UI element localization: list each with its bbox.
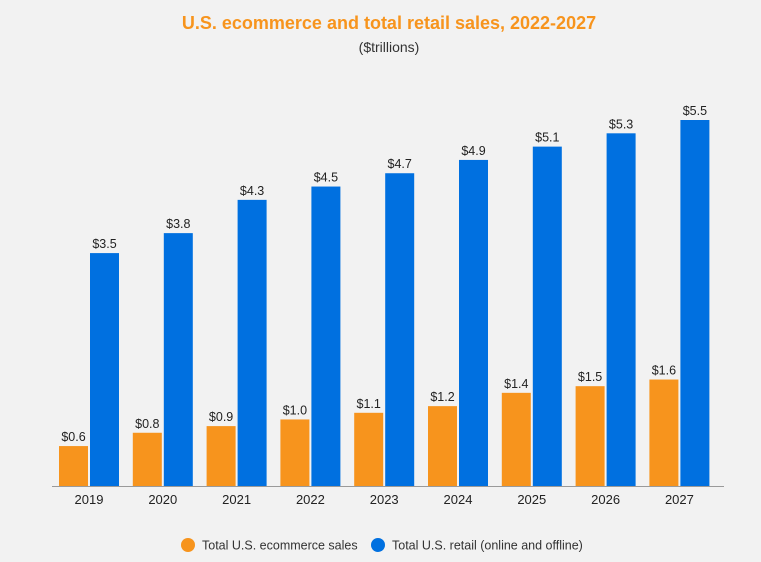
x-tick-label-2027: 2027 (665, 492, 694, 507)
legend-marker-ecommerce (181, 538, 195, 552)
bar-ecommerce-2019 (59, 446, 88, 486)
x-tick-label-2021: 2021 (222, 492, 251, 507)
data-label-ecommerce-2027: $1.6 (652, 364, 676, 378)
legend-marker-total-retail (371, 538, 385, 552)
bar-ecommerce-2020 (132, 432, 162, 486)
x-tick-label-2019: 2019 (75, 492, 104, 507)
bar-ecommerce-2022 (280, 419, 310, 486)
x-tick-label-2025: 2025 (517, 492, 546, 507)
bar-ecommerce-2026 (575, 386, 605, 486)
bar-total-retail-2025 (532, 146, 562, 487)
data-label-total-retail-2022: $4.5 (314, 171, 338, 185)
data-label-total-retail-2023: $4.7 (388, 157, 412, 171)
chart-subtitle: ($trillions) (359, 39, 420, 55)
data-label-total-retail-2021: $4.3 (240, 184, 264, 198)
data-label-ecommerce-2019: $0.6 (61, 430, 85, 444)
data-label-total-retail-2027: $5.5 (683, 104, 707, 118)
bar-ecommerce-2023 (354, 412, 384, 486)
x-tick-label-2020: 2020 (148, 492, 177, 507)
bar-ecommerce-2021 (206, 426, 236, 486)
data-label-ecommerce-2026: $1.5 (578, 370, 602, 384)
data-label-ecommerce-2024: $1.2 (430, 390, 454, 404)
x-tick-label-2026: 2026 (591, 492, 620, 507)
bar-total-retail-2026 (606, 133, 636, 487)
bar-total-retail-2027 (680, 120, 710, 486)
data-label-ecommerce-2025: $1.4 (504, 377, 528, 391)
data-label-ecommerce-2023: $1.1 (357, 397, 381, 411)
x-tick-label-2022: 2022 (296, 492, 325, 507)
legend: Total U.S. ecommerce sales Total U.S. ret… (181, 538, 583, 553)
bar-total-retail-2019 (90, 253, 119, 486)
legend-label-total-retail: Total U.S. retail (online and offline) (392, 539, 583, 553)
x-axis-ticks: 2019 2020 2021 2022 2023 2024 2025 2026 2027 (75, 492, 694, 507)
bar-ecommerce-2027 (649, 379, 679, 486)
data-label-total-retail-2019: $3.5 (92, 237, 116, 251)
bar-total-retail-2021 (237, 199, 267, 486)
bar-total-retail-2024 (459, 159, 488, 486)
bar-total-retail-2020 (163, 233, 193, 486)
data-label-ecommerce-2021: $0.9 (209, 410, 233, 424)
x-tick-label-2024: 2024 (444, 492, 473, 507)
data-label-total-retail-2024: $4.9 (461, 144, 485, 158)
x-tick-label-2023: 2023 (370, 492, 399, 507)
bar-ecommerce-2025 (501, 392, 531, 486)
data-label-total-retail-2025: $5.1 (535, 131, 559, 145)
data-label-ecommerce-2020: $0.8 (135, 417, 159, 431)
bar-ecommerce-2024 (428, 406, 457, 486)
legend-label-ecommerce: Total U.S. ecommerce sales (202, 539, 358, 553)
bar-total-retail-2023 (385, 173, 415, 486)
plot-area: $0.6 $3.5 $0.8 $3.8 $0.9 $4.3 $1.0 $4.5 $1.1 $4.7… (59, 104, 710, 487)
bar-total-retail-2022 (311, 186, 341, 486)
data-label-total-retail-2020: $3.8 (166, 217, 190, 231)
chart-title: U.S. ecommerce and total retail sales, 2… (182, 13, 596, 33)
data-label-ecommerce-2022: $1.0 (283, 403, 307, 417)
data-label-total-retail-2026: $5.3 (609, 117, 633, 131)
